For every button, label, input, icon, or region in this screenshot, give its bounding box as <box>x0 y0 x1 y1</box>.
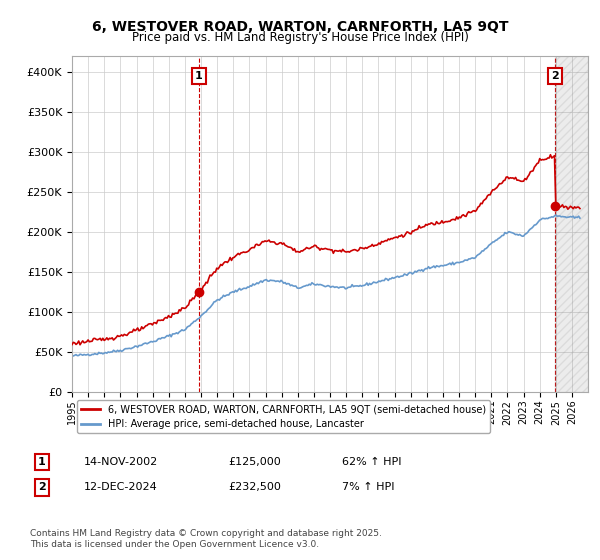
Text: 12-DEC-2024: 12-DEC-2024 <box>84 482 158 492</box>
Text: 2: 2 <box>551 71 559 81</box>
Text: 14-NOV-2002: 14-NOV-2002 <box>84 457 158 467</box>
Text: 2: 2 <box>38 482 46 492</box>
Text: Price paid vs. HM Land Registry's House Price Index (HPI): Price paid vs. HM Land Registry's House … <box>131 31 469 44</box>
Text: 7% ↑ HPI: 7% ↑ HPI <box>342 482 395 492</box>
Text: £232,500: £232,500 <box>228 482 281 492</box>
Text: 6, WESTOVER ROAD, WARTON, CARNFORTH, LA5 9QT: 6, WESTOVER ROAD, WARTON, CARNFORTH, LA5… <box>92 20 508 34</box>
Text: 1: 1 <box>195 71 203 81</box>
Text: Contains HM Land Registry data © Crown copyright and database right 2025.
This d: Contains HM Land Registry data © Crown c… <box>30 529 382 549</box>
Text: 62% ↑ HPI: 62% ↑ HPI <box>342 457 401 467</box>
Text: 1: 1 <box>38 457 46 467</box>
Legend: 6, WESTOVER ROAD, WARTON, CARNFORTH, LA5 9QT (semi-detached house), HPI: Average: 6, WESTOVER ROAD, WARTON, CARNFORTH, LA5… <box>77 400 490 433</box>
Text: £125,000: £125,000 <box>228 457 281 467</box>
